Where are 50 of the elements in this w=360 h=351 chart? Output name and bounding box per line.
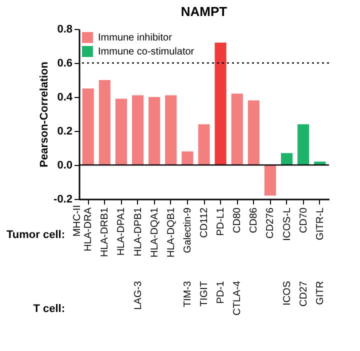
- legend-label: Immune inhibitor: [98, 32, 173, 44]
- bar: [214, 42, 226, 165]
- text: TIM-3: [182, 280, 194, 308]
- bar: [115, 98, 128, 165]
- bar: [165, 95, 177, 165]
- bar: [231, 94, 243, 165]
- bar: [182, 151, 194, 165]
- bar: [248, 100, 260, 165]
- bar: [98, 80, 110, 165]
- y-tick-label: 0.8: [57, 24, 72, 36]
- bar: [82, 88, 94, 165]
- y-tick-label: 0.2: [57, 126, 72, 138]
- x-tick-label: GITR-L: [314, 207, 326, 240]
- y-tick-label: 0.4: [57, 92, 74, 104]
- x-tick-label: HLA-DPA1: [116, 207, 128, 256]
- text: GITR: [314, 281, 326, 305]
- chart-title: NAMPT: [180, 4, 228, 19]
- bar: [198, 124, 210, 165]
- x-tick-label: PD-L1: [216, 207, 227, 236]
- text: T cell:: [33, 303, 65, 315]
- text: CD27: [298, 280, 310, 307]
- bar: [298, 124, 310, 165]
- x-tick-label: Galectin-9: [182, 207, 194, 254]
- x-tick-label: CD276: [265, 207, 276, 239]
- text: TIGIT: [199, 281, 210, 307]
- x-tick-label: HLA-DRA: [83, 207, 94, 252]
- x-tick-label: HLA-DQB1: [166, 207, 177, 258]
- x-tick-label: CD80: [232, 207, 244, 234]
- x-tick-label: HLA-DRB1: [100, 207, 111, 257]
- text: Tumor cell:: [6, 229, 65, 241]
- bar: [280, 153, 293, 165]
- text: PD-1: [216, 280, 227, 304]
- x-tick-label: CD70: [298, 207, 310, 234]
- text: MHC-II: [72, 205, 83, 237]
- y-tick-label: 0.6: [57, 58, 72, 70]
- x-tick-label: CD112: [199, 207, 210, 238]
- text: LAG-3: [132, 280, 144, 310]
- x-tick-label: HLA-DQA1: [149, 207, 160, 258]
- bar: [264, 165, 276, 196]
- x-tick-label: CD86: [248, 207, 260, 234]
- y-tick-label: 0.0: [57, 160, 72, 172]
- text: CTLA-4: [232, 280, 244, 316]
- text: ICOS: [282, 280, 293, 306]
- legend-label: Immune co-stimulator: [98, 46, 195, 58]
- y-axis-title: Pearson-Correlation: [38, 61, 51, 168]
- bar: [148, 97, 160, 165]
- x-tick-label: HLA-DPB1: [132, 207, 144, 256]
- x-tick-label: ICOS-L: [282, 207, 293, 241]
- y-tick-label: -0.2: [54, 194, 72, 206]
- bar: [132, 95, 144, 165]
